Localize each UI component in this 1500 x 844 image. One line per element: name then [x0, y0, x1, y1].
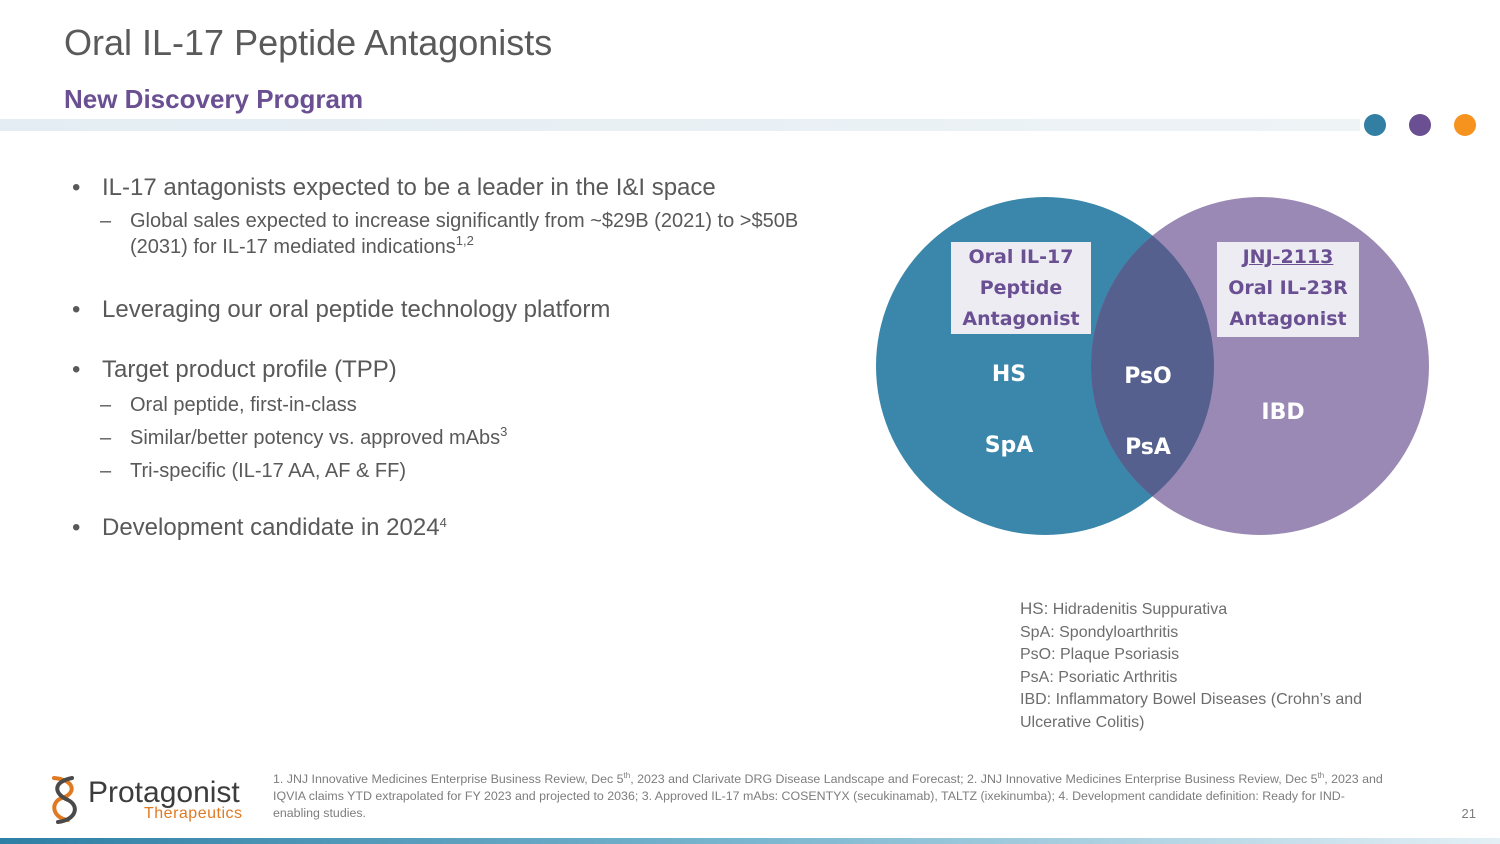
header-band [0, 119, 1360, 131]
legend-text: Hidradenitis Suppurativa [1052, 601, 1228, 618]
venn-label-pso: PsO [1124, 364, 1172, 389]
bullet-list: IL-17 antagonists expected to be a leade… [72, 172, 812, 544]
legend-item-hs: HS: Hidradenitis Suppurativa [1020, 598, 1400, 622]
bullet-text: Leveraging our oral peptide technology p… [102, 296, 611, 323]
box-line: Oral IL-23R [1228, 277, 1348, 299]
abbreviation-legend: HS: Hidradenitis Suppurativa SpA: Spondy… [1020, 598, 1400, 734]
sub-bullet-item: Tri-specific (IL-17 AA, AF & FF) [72, 458, 812, 484]
right-set-label-box: JNJ-2113 Oral IL-23R Antagonist [1217, 242, 1359, 337]
footnote-text: , 2023 and Clarivate DRG Disease Landsca… [630, 772, 1318, 786]
venn-label-spa: SpA [984, 433, 1034, 458]
bullet-text: Development candidate in 2024 [102, 514, 440, 541]
footer-band [0, 838, 1500, 844]
logo-subtext: Therapeutics [144, 805, 243, 822]
footnote-sup: th [1317, 771, 1325, 780]
sub-bullet-text: Global sales expected to increase signif… [130, 210, 799, 258]
venn-label-psa: PsA [1125, 435, 1171, 460]
decor-dot-orange [1454, 114, 1476, 136]
box-line: Oral IL-17 [968, 246, 1074, 268]
box-line: Antagonist [962, 308, 1080, 330]
footnote-text: , 2023 and IQVIA claims YTD extrapolated… [273, 772, 1383, 820]
legend-item-pso: PsO: Plaque Psoriasis [1020, 646, 1180, 663]
legend-item-spa: SpA: Spondyloarthritis [1020, 623, 1179, 641]
venn-diagram: Oral IL-17 Peptide Antagonist JNJ-2113 O… [873, 196, 1433, 541]
decor-dot-purple [1409, 114, 1431, 136]
footnote-ref: 1,2 [455, 233, 474, 248]
bullet-item: Leveraging our oral peptide technology p… [72, 294, 812, 326]
footnote-ref: 3 [500, 424, 508, 439]
sub-bullet-item: Similar/better potency vs. approved mAbs… [72, 425, 812, 451]
venn-overlap [1091, 197, 1214, 535]
sub-bullet-item: Oral peptide, first-in-class [72, 392, 812, 418]
slide-title: Oral IL-17 Peptide Antagonists [64, 22, 553, 63]
sub-bullet-text: Oral peptide, first-in-class [130, 394, 357, 416]
footnotes: 1. JNJ Innovative Medicines Enterprise B… [273, 771, 1383, 822]
page-number: 21 [1461, 806, 1476, 821]
decor-dot-teal [1364, 114, 1386, 136]
bullet-item: Target product profile (TPP) [72, 354, 812, 386]
bullet-item: IL-17 antagonists expected to be a leade… [72, 172, 812, 204]
bullet-text: Target product profile (TPP) [102, 356, 397, 383]
legend-item-psa: PsA: Psoriatic Arthritis [1020, 668, 1178, 686]
footnote-ref: 4 [439, 515, 447, 530]
box-line: Antagonist [1229, 308, 1347, 330]
left-set-label-box: Oral IL-17 Peptide Antagonist [951, 242, 1091, 334]
box-line: Peptide [979, 277, 1063, 299]
bullet-text: IL-17 antagonists expected to be a leade… [102, 174, 716, 201]
legend-item-ibd: IBD: Inflammatory Bowel Diseases (Crohn’… [1020, 691, 1363, 731]
footnote-sup: th [623, 771, 631, 780]
sub-bullet-item: Global sales expected to increase signif… [72, 208, 812, 260]
sub-bullet-text: Similar/better potency vs. approved mAbs [130, 427, 501, 449]
slide-subtitle: New Discovery Program [64, 84, 364, 114]
box-line: JNJ-2113 [1242, 246, 1334, 268]
venn-label-hs: HS [991, 362, 1027, 387]
footnote-text: 1. JNJ Innovative Medicines Enterprise B… [273, 772, 624, 786]
legend-abbr: HS: [1020, 599, 1049, 618]
protagonist-logo-icon [52, 776, 77, 824]
sub-bullet-text: Tri-specific (IL-17 AA, AF & FF) [130, 460, 406, 482]
bullet-item: Development candidate in 20244 [72, 512, 812, 544]
logo-wordmark: Protagonist [88, 776, 240, 809]
venn-label-ibd: IBD [1261, 400, 1305, 425]
